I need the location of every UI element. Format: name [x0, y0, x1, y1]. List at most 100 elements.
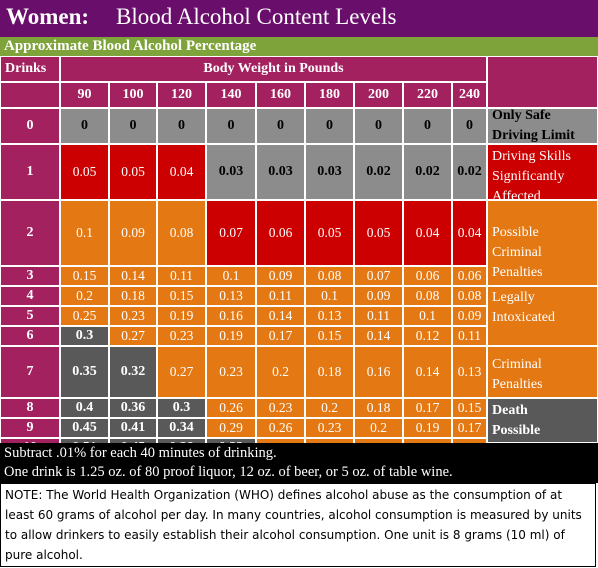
bac-value-cell: 0.09 [109, 200, 157, 266]
effect-safe-limit-text: Only Safe Driving Limit [492, 106, 575, 146]
note-line-4: pure alcohol. [5, 548, 83, 562]
bac-value-cell: 0.15 [60, 266, 109, 286]
effect-impaired-line: Driving Skills [492, 149, 571, 164]
bac-value-cell: 0.03 [256, 144, 305, 200]
bac-value-cell: 0.02 [452, 144, 487, 200]
title-bar: Women: Blood Alcohol Content Levels [0, 0, 598, 37]
bac-value-cell: 0.14 [256, 306, 305, 326]
bac-value-cell: 0.08 [305, 266, 354, 286]
subtitle-bar: Approximate Blood Alcohol Percentage [0, 37, 598, 56]
bac-value-cell: 0.2 [305, 398, 354, 418]
bac-value-cell: 0.26 [256, 418, 305, 438]
drinks-header-spacer [0, 82, 60, 108]
subtitle: Approximate Blood Alcohol Percentage [4, 38, 257, 54]
bac-value-cell: 0.13 [305, 306, 354, 326]
bac-value-cell: 0.02 [354, 144, 403, 200]
bac-value-cell: 0 [60, 108, 109, 144]
footer-line-2: One drink is 1.25 oz. of 80 proof liquor… [4, 464, 453, 480]
weight-col-header: 140 [206, 82, 256, 108]
bac-value-cell: 0.27 [157, 346, 206, 398]
effect-possible-criminal-line: Penalties [492, 265, 543, 280]
weight-col-header: 120 [157, 82, 206, 108]
effect-possible-criminal: Possible Criminal Penalties [487, 200, 598, 286]
title-rest: Blood Alcohol Content Levels [116, 4, 397, 29]
bac-value-cell: 0.11 [157, 266, 206, 286]
effect-possible-criminal-text: Possible Criminal Penalties [492, 223, 543, 283]
bac-value-cell: 0.03 [206, 144, 256, 200]
drinks-count: 7 [0, 346, 60, 398]
weight-col-header: 240 [452, 82, 487, 108]
bac-value-cell: 0.18 [305, 346, 354, 398]
effect-impaired-text: Driving Skills Significantly Affected [492, 147, 571, 207]
bac-value-cell: 0.06 [256, 200, 305, 266]
bac-value-cell: 0.23 [256, 398, 305, 418]
bac-value-cell: 0.09 [452, 306, 487, 326]
note-line-3: to allow drinkers to easily establish th… [5, 528, 565, 542]
bac-value-cell: 0.08 [403, 286, 452, 306]
effect-possible-criminal-line: Possible [492, 225, 539, 240]
drinks-count: 6 [0, 326, 60, 346]
effect-possible-criminal-line: Criminal [492, 245, 542, 260]
bac-value-cell: 0.05 [109, 144, 157, 200]
effect-safe-limit: Only Safe Driving Limit [487, 108, 598, 144]
effect-impaired: Driving Skills Significantly Affected [487, 144, 598, 204]
bac-value-cell: 0.07 [206, 200, 256, 266]
note-line-1: NOTE: The World Health Organization (WHO… [5, 488, 563, 502]
bac-value-cell: 0.3 [60, 326, 109, 346]
drinks-count: 3 [0, 266, 60, 286]
bac-value-cell: 0.23 [109, 306, 157, 326]
bac-value-cell: 0.2 [60, 286, 109, 306]
bac-value-cell: 0.36 [109, 398, 157, 418]
bac-value-cell: 0.13 [452, 346, 487, 398]
effect-intoxicated: Legally Intoxicated [487, 286, 598, 346]
effect-safe-limit-line: Driving Limit [492, 128, 575, 143]
effect-intoxicated-line: Intoxicated [492, 310, 555, 325]
bac-value-cell: 0.15 [452, 398, 487, 418]
weight-col-header: 200 [354, 82, 403, 108]
bac-value-cell: 0.04 [157, 144, 206, 200]
bac-value-cell: 0.19 [206, 326, 256, 346]
bac-value-cell: 0.14 [403, 346, 452, 398]
bac-value-cell: 0.16 [354, 346, 403, 398]
bac-value-cell: 0.04 [452, 200, 487, 266]
bac-value-cell: 0.02 [403, 144, 452, 200]
bac-value-cell: 0.09 [354, 286, 403, 306]
bac-value-cell: 0 [256, 108, 305, 144]
weight-col-header: 160 [256, 82, 305, 108]
bac-value-cell: 0.26 [206, 398, 256, 418]
bac-value-cell: 0.2 [256, 346, 305, 398]
bac-value-cell: 0 [452, 108, 487, 144]
footer-notes: Subtract .01% for each 40 minutes of dri… [0, 443, 598, 483]
who-note: NOTE: The World Health Organization (WHO… [0, 483, 596, 567]
bac-value-cell: 0.06 [403, 266, 452, 286]
effect-death-possible-line: Possible [492, 422, 541, 438]
effect-death-possible-text: Death Possible [492, 401, 540, 441]
weight-col-header: 220 [403, 82, 452, 108]
effect-criminal-penalties-line: Penalties [492, 377, 543, 392]
bac-value-cell: 0.23 [206, 346, 256, 398]
drinks-count: 1 [0, 144, 60, 200]
bac-value-cell: 0.27 [109, 326, 157, 346]
effect-death-possible-line: Death [492, 402, 528, 418]
bac-value-cell: 0 [403, 108, 452, 144]
effects-header-spacer [487, 56, 598, 108]
note-line-2: least 60 grams of alcohol per day. In ma… [5, 508, 582, 522]
bac-value-cell: 0.45 [60, 418, 109, 438]
bac-value-cell: 0.03 [305, 144, 354, 200]
bac-value-cell: 0.1 [403, 306, 452, 326]
weight-col-header: 180 [305, 82, 354, 108]
effect-safe-limit-line: Only Safe [492, 108, 551, 123]
bac-value-cell: 0 [157, 108, 206, 144]
bac-value-cell: 0.12 [403, 326, 452, 346]
bac-value-cell: 0.16 [206, 306, 256, 326]
bac-value-cell: 0.23 [305, 418, 354, 438]
bac-value-cell: 0.09 [256, 266, 305, 286]
bac-value-cell: 0 [354, 108, 403, 144]
bac-value-cell: 0.05 [305, 200, 354, 266]
effect-intoxicated-text: Legally Intoxicated [492, 288, 555, 328]
bac-value-cell: 0.1 [206, 266, 256, 286]
bac-value-cell: 0.11 [256, 286, 305, 306]
drinks-count: 0 [0, 108, 60, 144]
effect-criminal-penalties-line: Criminal [492, 357, 542, 372]
